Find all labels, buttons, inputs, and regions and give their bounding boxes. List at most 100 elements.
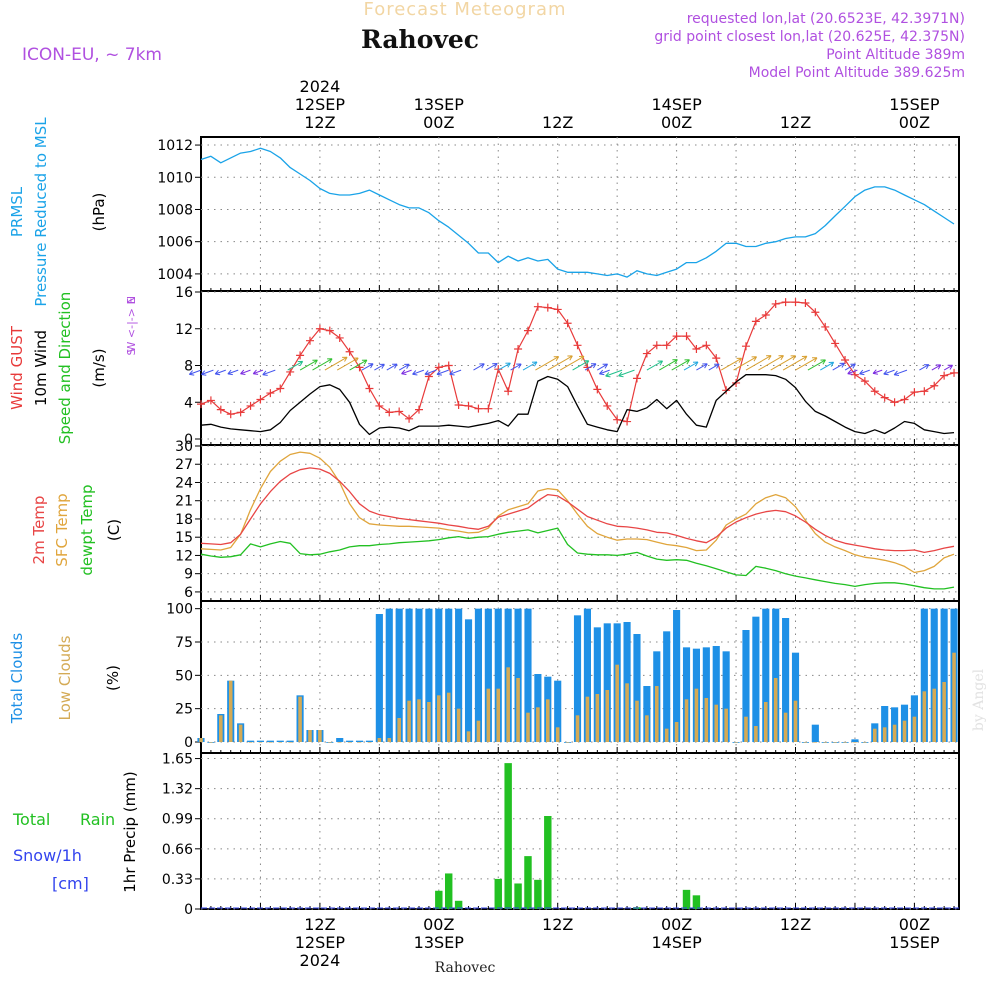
- gust-point-marker: [414, 405, 423, 414]
- low-cloud-bar: [397, 718, 401, 742]
- bottom-time-label: 13SEP: [414, 933, 465, 952]
- low-cloud-bar: [337, 742, 342, 743]
- wind-direction-arrow: [374, 363, 385, 371]
- y-tick-label: 0.66: [162, 842, 193, 858]
- gust-point-marker: [890, 398, 899, 407]
- gust-point-marker: [286, 367, 295, 376]
- wind-direction-arrow: [361, 363, 374, 371]
- gust-point-marker: [206, 396, 215, 405]
- low-cloud-bar: [555, 727, 560, 742]
- low-cloud-bar: [952, 652, 956, 742]
- total-cloud-bar: [623, 622, 631, 742]
- bottom-time-label: 00Z: [661, 915, 692, 934]
- gust-point-marker: [722, 386, 731, 395]
- low-cloud-bar: [506, 667, 510, 742]
- footer-location: Rahovec: [435, 960, 496, 976]
- wind-direction-arrow: [398, 363, 410, 371]
- low-cloud-bar: [298, 696, 302, 742]
- total-cloud-bar: [524, 608, 532, 742]
- panel-y-label: Speed and Direction: [56, 292, 74, 445]
- low-cloud-bar: [446, 692, 451, 742]
- rain-bar: [514, 883, 522, 909]
- gust-point-marker: [880, 393, 889, 402]
- total-cloud-bar: [920, 608, 928, 742]
- panel-y-label: Wind GUST: [8, 325, 26, 410]
- wind-direction-arrow: [386, 363, 398, 371]
- total-cloud-bar: [742, 630, 750, 742]
- low-cloud-bar: [625, 683, 629, 742]
- wind-direction-arrow: [424, 369, 437, 376]
- low-cloud-bar: [684, 699, 689, 742]
- total-cloud-bar: [464, 619, 473, 742]
- gust-point-marker: [860, 377, 869, 386]
- low-cloud-bar: [437, 695, 441, 742]
- rain-bar: [524, 856, 532, 909]
- low-cloud-bar: [288, 742, 292, 743]
- low-cloud-bar: [734, 742, 738, 743]
- y-tick-label: 4: [184, 395, 193, 411]
- series-line-dewpt: [200, 527, 955, 590]
- wind-direction-arrow: [324, 356, 348, 371]
- low-cloud-bar: [942, 682, 946, 742]
- low-cloud-bar: [496, 688, 501, 742]
- wind-direction-arrow: [547, 355, 573, 371]
- total-cloud-bar: [583, 608, 591, 742]
- low-cloud-bar: [932, 688, 937, 742]
- gust-point-marker: [940, 371, 949, 380]
- y-tick-label: 27: [175, 457, 193, 473]
- top-time-label: 12SEP: [295, 95, 346, 114]
- gust-point-marker: [831, 339, 840, 348]
- bottom-time-label: 12Z: [542, 915, 573, 934]
- y-tick-label: 1.32: [162, 782, 193, 798]
- low-cloud-bar: [724, 708, 728, 742]
- gust-point-marker: [623, 417, 632, 426]
- low-cloud-bar: [694, 688, 699, 742]
- top-time-label: 15SEP: [889, 95, 940, 114]
- wind-direction-arrow: [943, 364, 954, 371]
- gust-point-marker: [702, 341, 711, 350]
- low-cloud-bar: [912, 716, 917, 742]
- top-time-label: 00Z: [661, 113, 692, 132]
- low-cloud-bar: [367, 742, 372, 743]
- low-cloud-bar: [209, 742, 213, 743]
- top-time-label: 00Z: [423, 113, 454, 132]
- low-cloud-bar: [575, 715, 580, 742]
- gust-point-marker: [791, 298, 800, 307]
- rain-bar: [534, 879, 542, 909]
- low-cloud-bar: [466, 731, 471, 742]
- total-cloud-bar: [445, 608, 453, 742]
- low-cloud-bar: [456, 708, 461, 742]
- total-cloud-bar: [782, 618, 790, 742]
- total-cloud-bar: [791, 652, 800, 742]
- wind-direction-arrow: [708, 363, 720, 371]
- wind-direction-arrow: [683, 361, 699, 371]
- panel-y-label: Total Clouds: [8, 633, 26, 725]
- wind-direction-arrow: [401, 369, 412, 375]
- gust-point-marker: [841, 355, 850, 364]
- wind-direction-arrow: [584, 363, 597, 371]
- wind-direction-arrow: [559, 355, 585, 371]
- y-tick-label: 75: [175, 635, 193, 651]
- low-cloud-bar: [248, 742, 253, 743]
- gust-point-marker: [424, 372, 433, 381]
- gust-point-marker: [216, 405, 225, 414]
- gust-point-marker: [672, 332, 681, 341]
- gust-point-marker: [514, 344, 523, 353]
- low-cloud-bar: [813, 742, 818, 743]
- low-cloud-bar: [783, 712, 788, 742]
- y-tick-label: 12: [175, 322, 193, 338]
- low-cloud-bar: [308, 730, 312, 742]
- gust-point-marker: [920, 387, 929, 396]
- total-cloud-bar: [573, 615, 582, 742]
- gust-point-marker: [781, 298, 790, 307]
- watermark: by Angel: [971, 668, 987, 731]
- rain-bar: [494, 878, 502, 909]
- low-cloud-bar: [526, 712, 530, 742]
- gust-point-marker: [246, 401, 255, 410]
- total-cloud-bar: [256, 740, 265, 742]
- low-cloud-bar: [357, 742, 362, 743]
- total-cloud-bar: [405, 608, 413, 742]
- low-cloud-bar: [565, 742, 570, 743]
